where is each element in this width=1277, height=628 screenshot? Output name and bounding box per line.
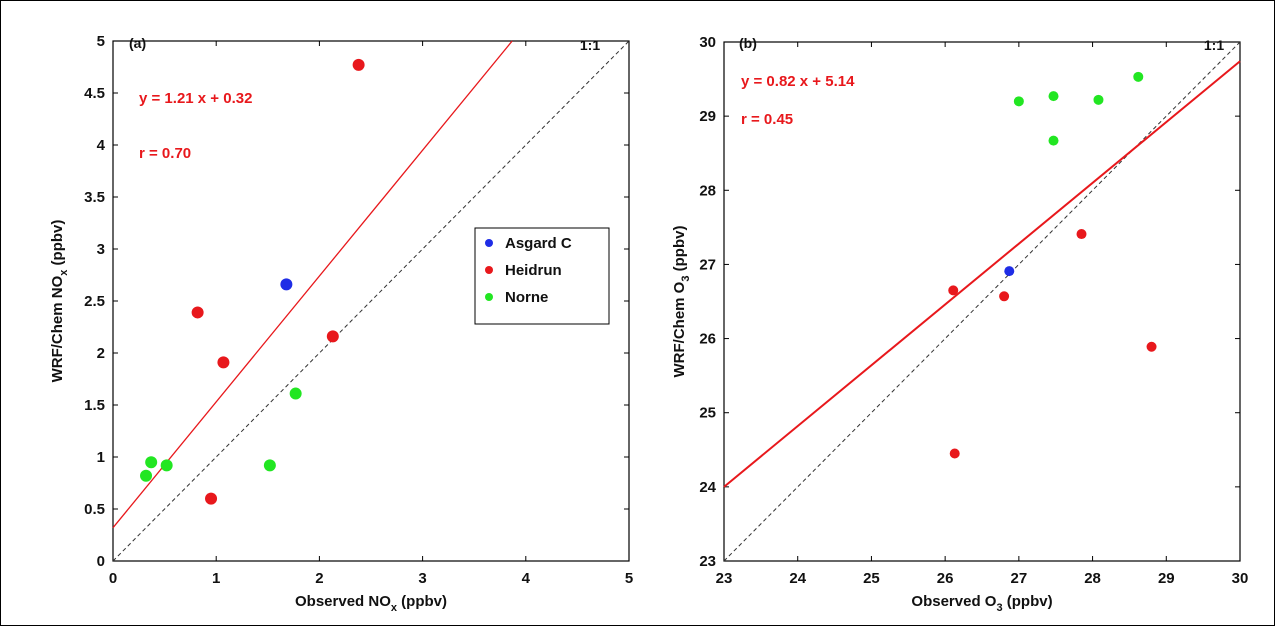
panel-b: 23 24 25 26 27 28 29 30 23 24 25 26 27 28 29 30 1:1 y = 0… xyxy=(671,34,1248,614)
x-tick-label: 2 xyxy=(315,570,323,587)
y-tick-label: 2.5 xyxy=(84,293,105,310)
y-axis-label: WRF/Chem NOx (ppbv) xyxy=(49,220,70,383)
y-tick-label: 3 xyxy=(97,241,105,258)
y-tick-label: 24 xyxy=(699,479,716,496)
plot-area xyxy=(723,41,1241,562)
y-tick-label: 30 xyxy=(699,34,716,51)
correlation-coefficient: r = 0.45 xyxy=(741,111,793,128)
data-point-asgard-c xyxy=(1004,266,1015,277)
data-point-norne xyxy=(1093,94,1104,105)
y-tick-label: 2 xyxy=(97,345,105,362)
legend: Asgard C Heidrun Norne xyxy=(474,227,610,325)
x-tick-label: 26 xyxy=(937,570,954,587)
x-axis-label: Observed NOx (ppbv) xyxy=(295,593,447,614)
y-tick-label: 28 xyxy=(699,182,716,199)
x-axis-label: Observed O3 (ppbv) xyxy=(911,593,1052,614)
legend-entry: Asgard C xyxy=(505,235,572,252)
y-tick-label: 4 xyxy=(97,137,106,154)
x-tick-label: 25 xyxy=(863,570,880,587)
y-tick-label: 0 xyxy=(97,553,105,570)
data-point-norne xyxy=(1133,71,1144,82)
legend-box xyxy=(474,227,610,325)
x-tick-label: 24 xyxy=(789,570,806,587)
data-point-heidrun xyxy=(191,306,204,319)
data-point-norne xyxy=(145,456,158,469)
y-tick-label: 26 xyxy=(699,331,716,348)
data-point-norne xyxy=(160,459,173,472)
regression-equation: y = 0.82 x + 5.14 xyxy=(741,73,855,90)
data-point-heidrun xyxy=(1076,229,1087,240)
x-tick-label: 29 xyxy=(1158,570,1175,587)
y-tick-label: 3.5 xyxy=(84,189,105,206)
regression-line xyxy=(112,40,513,529)
panel-label: (b) xyxy=(739,35,757,51)
legend-entry: Heidrun xyxy=(505,262,562,279)
y-axis-label: WRF/Chem O3 (ppbv) xyxy=(671,226,692,378)
y-tick-label: 1 xyxy=(97,449,105,466)
data-point-heidrun xyxy=(999,291,1010,302)
x-tick-label: 5 xyxy=(625,570,633,587)
one-to-one-label: 1:1 xyxy=(1204,37,1224,53)
data-point-norne xyxy=(263,459,276,472)
one-to-one-label: 1:1 xyxy=(580,37,600,53)
data-point-norne xyxy=(140,469,153,482)
data-point-heidrun xyxy=(1146,341,1157,352)
y-tick-label: 1.5 xyxy=(84,397,105,414)
legend-marker xyxy=(485,266,493,274)
x-tick-label: 0 xyxy=(109,570,117,587)
data-point-heidrun xyxy=(948,285,959,296)
legend-marker xyxy=(485,239,493,247)
data-point-norne xyxy=(289,387,302,400)
data-point-heidrun xyxy=(352,58,365,71)
data-point-asgard-c xyxy=(280,278,293,291)
legend-entry: Norne xyxy=(505,289,548,306)
legend-marker xyxy=(485,293,493,301)
y-tick-label: 27 xyxy=(699,256,716,273)
correlation-coefficient: r = 0.70 xyxy=(139,145,191,162)
one-to-one-line xyxy=(723,41,1241,562)
data-point-heidrun xyxy=(949,448,960,459)
data-point-norne xyxy=(1048,91,1059,102)
one-to-one-line xyxy=(112,40,630,562)
regression-line xyxy=(723,60,1241,488)
panel-a: 0 1 2 3 4 5 0 0.5 1 1.5 2 2.5 3 3.5 4 4.5 5 1:1 y = 1.21 x… xyxy=(49,33,633,614)
y-tick-label: 4.5 xyxy=(84,85,105,102)
x-tick-label: 30 xyxy=(1232,570,1249,587)
x-tick-label: 1 xyxy=(212,570,220,587)
x-tick-label: 27 xyxy=(1011,570,1028,587)
x-tick-label: 28 xyxy=(1084,570,1101,587)
y-tick-label: 5 xyxy=(97,33,105,50)
data-point-heidrun xyxy=(326,330,339,343)
y-tick-label: 25 xyxy=(699,405,716,422)
y-tick-label: 29 xyxy=(699,108,716,125)
y-tick-label: 23 xyxy=(699,553,716,570)
x-tick-label: 3 xyxy=(418,570,426,587)
data-point-norne xyxy=(1048,135,1059,146)
data-point-heidrun xyxy=(205,492,218,505)
data-point-heidrun xyxy=(217,356,230,369)
regression-equation: y = 1.21 x + 0.32 xyxy=(139,90,252,107)
data-point-norne xyxy=(1013,96,1024,107)
panel-label: (a) xyxy=(129,35,146,51)
x-tick-label: 23 xyxy=(716,570,733,587)
y-tick-label: 0.5 xyxy=(84,501,105,518)
x-tick-label: 4 xyxy=(522,570,531,587)
